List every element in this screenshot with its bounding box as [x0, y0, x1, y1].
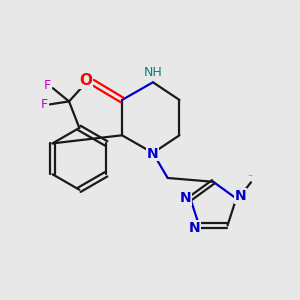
Text: F: F [85, 76, 93, 89]
Text: N: N [189, 221, 200, 235]
Text: F: F [44, 79, 51, 92]
Text: N: N [180, 191, 192, 206]
Text: O: O [80, 73, 93, 88]
Text: N: N [147, 146, 159, 161]
Text: methyl: methyl [249, 175, 254, 176]
Text: N: N [235, 189, 247, 203]
Text: NH: NH [144, 66, 163, 80]
Text: F: F [41, 98, 48, 111]
